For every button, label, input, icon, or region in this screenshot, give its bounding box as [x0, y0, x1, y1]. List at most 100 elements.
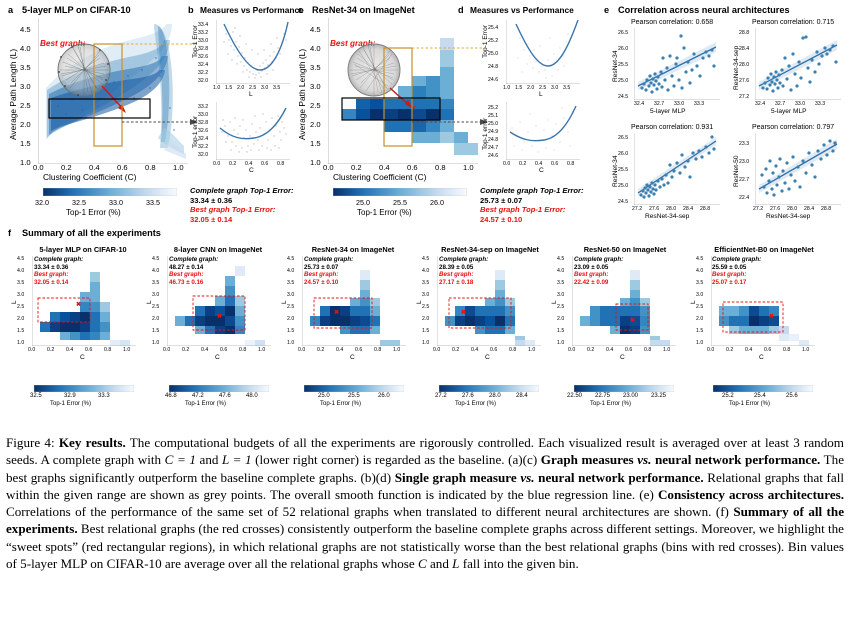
panel-d-letter: d: [458, 5, 464, 15]
panel-f-ytick: 1.5: [17, 328, 25, 334]
panel-c-xtick: 0.2: [351, 163, 362, 172]
panel-c-letter: c: [298, 5, 304, 15]
panel-e-xtick: 27.2: [753, 206, 764, 212]
panel-b-bottom-ytick: 32.0: [198, 152, 209, 158]
figure-label: Figure 4:: [6, 435, 55, 450]
panel-f-cbar-tick: 25.5: [348, 393, 360, 399]
panel-e-xtick: 33.3: [815, 101, 826, 107]
panel-d-top-xtick: 3.5: [563, 85, 571, 91]
panel-a-ytick: 4.5: [20, 25, 31, 34]
panel-f-colorbar-4: [439, 385, 539, 392]
panel-b-top-xtick: 2.5: [249, 85, 257, 91]
panel-e-xtick: 33.3: [694, 101, 705, 107]
panel-f-cbar-tick: 47.2: [192, 393, 204, 399]
panel-d-top-ytick: 25.2: [488, 38, 499, 44]
panel-b-top-scatter: [216, 20, 290, 84]
panel-e-letter: e: [604, 5, 610, 15]
panel-b-top-ytick: 33.4: [198, 22, 209, 28]
panel-f-xtick: 0.8: [374, 347, 382, 353]
panel-c-ytick: 1.5: [310, 139, 321, 148]
panel-f-xtick: 0.2: [317, 347, 325, 353]
panel-b-top-ytick: 32.6: [198, 54, 209, 60]
panel-d-bottom-ytick: 25.0: [488, 121, 499, 127]
panel-e-xtick: 33.0: [795, 101, 806, 107]
panel-d-top-ytick: 24.6: [488, 77, 499, 83]
panel-f-ylabel-5: L: [551, 300, 558, 304]
panel-f-xtick: 0.6: [625, 347, 633, 353]
panel-f-xtick: 0.8: [509, 347, 517, 353]
panel-e-xtick: 27.2: [632, 206, 643, 212]
panel-f-ytick: 1.0: [287, 340, 295, 346]
panel-f-ylabel-6: L: [690, 300, 697, 304]
panel-d-best-label: Best graph Top-1 Error:: [480, 205, 566, 215]
panel-f-xtick: 0.8: [104, 347, 112, 353]
figure-caption: Figure 4: Key results. The computational…: [6, 434, 844, 572]
svg-text:✖: ✖: [769, 313, 774, 320]
panel-f-ytick: 3.0: [287, 292, 295, 298]
panel-f-ytick: 4.0: [557, 268, 565, 274]
panel-f-xtick: 0.4: [66, 347, 74, 353]
panel-f-cbar-tick: 28.4: [516, 393, 528, 399]
panel-f-ytick: 2.5: [152, 304, 160, 310]
panel-b-bottom-ytick: 33.0: [198, 112, 209, 118]
panel-a-ytick: 3.5: [20, 63, 31, 72]
panel-e-xtick: 27.6: [770, 206, 781, 212]
panel-f-best-value-5: 22.42 ± 0.09: [574, 278, 609, 286]
figure-panels: a 5-layer MLP on CIFAR-10 Average Path L…: [8, 5, 841, 407]
panel-f-cbar-label-3: Top-1 Error (%): [320, 401, 362, 407]
panel-f-ytick: 1.5: [422, 328, 430, 334]
panel-a-cbar-tick: 33.5: [146, 198, 160, 207]
panel-d-top-scatter: [506, 20, 580, 84]
panel-f-ytick: 2.5: [557, 304, 565, 310]
panel-a-cbar-label: Top-1 Error (%): [66, 208, 121, 217]
panel-d-top-ytick: 25.0: [488, 51, 499, 57]
panel-d-bottom-ytick: 24.8: [488, 137, 499, 143]
panel-f-ytick: 4.5: [422, 256, 430, 262]
panel-a-ytick: 3.0: [20, 82, 31, 91]
panel-e-xtick: 28.0: [787, 206, 798, 212]
panel-e-ytick: 26.5: [618, 30, 629, 36]
panel-f-ytick: 4.5: [557, 256, 565, 262]
panel-e-xtick: 32.7: [775, 101, 786, 107]
panel-f-complete-value-3: 25.73 ± 0.07: [304, 263, 339, 271]
panel-e-ytick: 23.0: [739, 159, 750, 165]
panel-b-bottom-xtick: 0.8: [277, 161, 285, 167]
panel-a-cbar-tick: 32.5: [72, 198, 86, 207]
svg-text:✖: ✖: [630, 317, 635, 324]
panel-f-best-value-1: 32.05 ± 0.14: [34, 278, 69, 286]
panel-f-xlabel-5: C: [620, 354, 625, 361]
panel-f-ytick: 1.0: [696, 340, 704, 346]
panel-e-xtick: 33.0: [674, 101, 685, 107]
panel-f-complete-label: Complete graph:: [169, 256, 219, 263]
panel-f-cbar-tick: 25.0: [318, 393, 330, 399]
panel-d-top-xtick: 2.5: [539, 85, 547, 91]
panel-e-ytick: 25.5: [618, 167, 629, 173]
panel-b-complete-value: 33.34 ± 0.36: [190, 195, 233, 205]
panel-b-top-xtick: 3.0: [261, 85, 269, 91]
panel-f-complete-value-6: 25.59 ± 0.05: [712, 263, 747, 271]
panel-f-cbar-tick: 23.25: [651, 393, 667, 399]
panel-e-ytick: 22.4: [739, 195, 750, 201]
panel-e-xtick: 28.8: [821, 206, 832, 212]
panel-d-bottom-xtick: 0.6: [551, 161, 559, 167]
panel-e-ytick: 26.0: [618, 46, 629, 52]
panel-e-xtick: 28.4: [683, 206, 694, 212]
panel-f-subtitle-4: ResNet-34-sep on ImageNet: [441, 245, 539, 254]
panel-f-best-value-3: 24.57 ± 0.10: [304, 278, 339, 286]
panel-f-xtick: 0.4: [201, 347, 209, 353]
panel-e-ytick: 27.2: [739, 94, 750, 100]
panel-c-cbar-tick: 25.5: [393, 198, 407, 207]
panel-f-xtick: 0.2: [182, 347, 190, 353]
panel-f-heatmap-3: ✖: [302, 256, 406, 346]
panel-f-cbar-label-2: Top-1 Error (%): [185, 401, 227, 407]
panel-c-title: ResNet-34 on ImageNet: [312, 5, 415, 15]
panel-b-bottom-scatter: [216, 102, 290, 160]
panel-c-cbar-tick: 26.0: [430, 198, 444, 207]
panel-d-bottom-xtick: 0.8: [567, 161, 575, 167]
panel-f-xtick: 0.4: [745, 347, 753, 353]
panel-f-xtick: 0.6: [85, 347, 93, 353]
panel-f-ytick: 2.0: [696, 316, 704, 322]
panel-e-xtick: 28.0: [666, 206, 677, 212]
panel-f-colorbar-1: [34, 385, 134, 392]
panel-f-ytick: 2.5: [422, 304, 430, 310]
